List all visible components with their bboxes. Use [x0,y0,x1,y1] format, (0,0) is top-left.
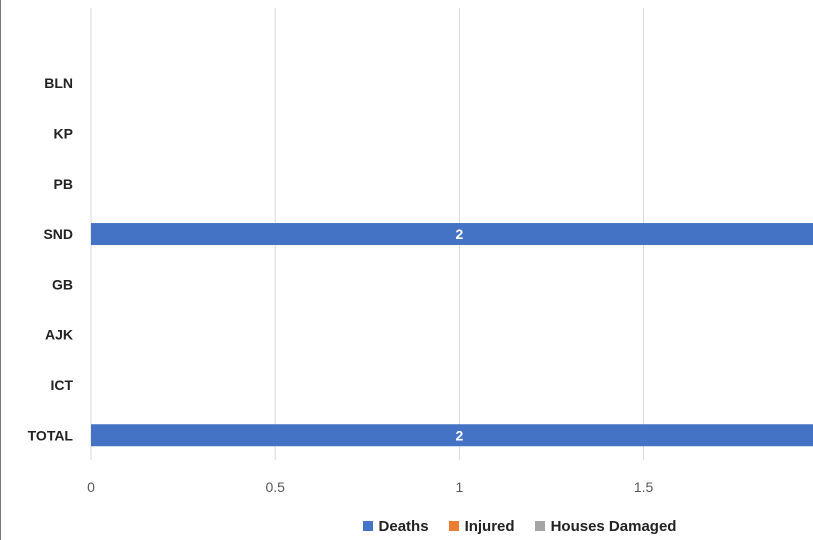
bar [91,223,813,246]
x-tick-label: 0 [87,479,95,495]
category-label: PB [54,176,73,192]
legend-item-deaths: Deaths [362,517,429,535]
legend-item-houses-damaged: Houses Damaged [534,517,677,535]
category-label: SND [43,226,73,242]
chart-frame-edge [0,0,1,540]
bar-data-label: 2 [455,427,463,443]
x-tick-label: 1.5 [634,479,654,495]
category-label: ICT [50,377,73,393]
bar [91,424,813,447]
x-tick-label: 0.5 [265,479,285,495]
legend: Deaths Injured Houses Damaged [0,515,813,537]
bar-data-label: 2 [455,226,463,242]
legend-label-injured: Injured [464,517,515,535]
legend-label-houses-damaged: Houses Damaged [550,517,677,535]
legend-swatch-deaths [362,521,373,531]
category-label: TOTAL [28,427,74,443]
category-label: KP [54,125,73,141]
legend-swatch-injured [448,521,459,531]
legend-item-injured: Injured [448,517,515,535]
category-label: BLN [44,75,73,91]
x-tick-label: 1 [455,479,463,495]
legend-swatch-houses-damaged [534,521,545,531]
category-label: AJK [45,327,73,343]
legend-label-deaths: Deaths [378,517,429,535]
category-label: GB [52,276,73,292]
